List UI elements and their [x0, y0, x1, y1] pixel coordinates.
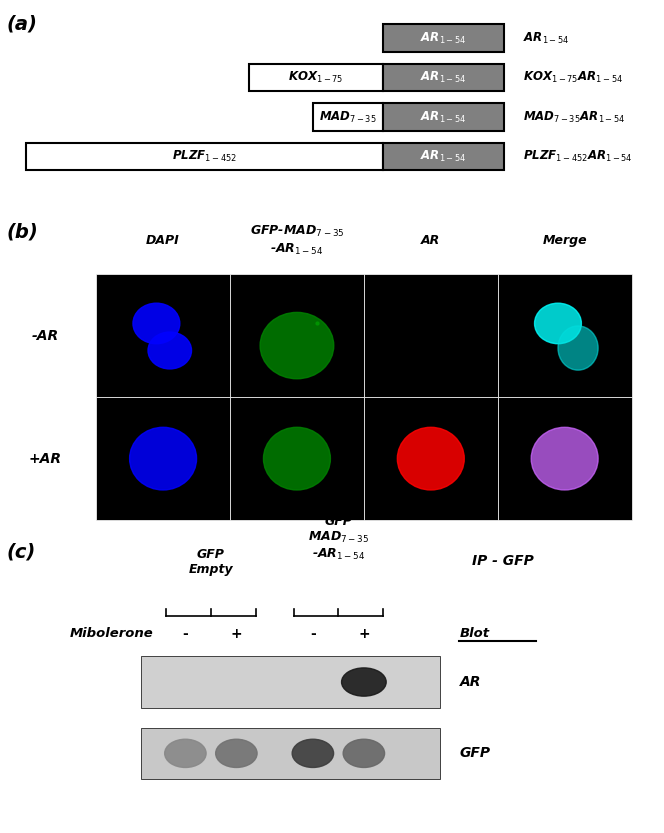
- Text: -: -: [310, 626, 316, 641]
- Bar: [364, 274, 498, 397]
- Bar: [96, 274, 230, 397]
- Text: -: -: [183, 626, 189, 641]
- Text: DAPI: DAPI: [146, 234, 180, 247]
- Bar: [230, 397, 364, 520]
- Text: (b): (b): [7, 222, 39, 241]
- Bar: [313, 103, 383, 131]
- Text: AR$_{1-54}$: AR$_{1-54}$: [420, 31, 467, 46]
- Bar: [230, 274, 364, 397]
- Text: AR$_{1-54}$: AR$_{1-54}$: [523, 31, 570, 46]
- Bar: [383, 142, 504, 170]
- Text: MAD$_{7-35}$AR$_{1-54}$: MAD$_{7-35}$AR$_{1-54}$: [523, 109, 625, 124]
- Text: MAD$_{7-35}$: MAD$_{7-35}$: [319, 109, 376, 124]
- Ellipse shape: [341, 668, 386, 696]
- Bar: [383, 63, 504, 92]
- Ellipse shape: [531, 427, 598, 490]
- Text: GFP: GFP: [459, 746, 491, 761]
- Text: AR: AR: [421, 234, 440, 247]
- Ellipse shape: [133, 303, 180, 344]
- Text: PLZF$_{1-452}$AR$_{1-54}$: PLZF$_{1-452}$AR$_{1-54}$: [523, 149, 633, 164]
- Ellipse shape: [260, 312, 334, 379]
- Ellipse shape: [558, 326, 598, 370]
- Bar: [383, 103, 504, 131]
- Text: IP - GFP: IP - GFP: [472, 554, 534, 568]
- Text: +: +: [358, 626, 370, 641]
- Bar: [141, 728, 440, 779]
- Text: Blot: Blot: [459, 627, 489, 640]
- Text: Merge: Merge: [542, 234, 587, 247]
- Text: GFP
Empty: GFP Empty: [189, 548, 233, 576]
- Text: PLZF$_{1-452}$: PLZF$_{1-452}$: [172, 149, 237, 164]
- Bar: [96, 397, 230, 520]
- Text: -AR: -AR: [32, 329, 58, 342]
- Text: KOX$_{1-75}$AR$_{1-54}$: KOX$_{1-75}$AR$_{1-54}$: [523, 70, 623, 85]
- Ellipse shape: [397, 427, 464, 490]
- Bar: [26, 142, 383, 170]
- Bar: [383, 24, 504, 52]
- Ellipse shape: [535, 303, 582, 344]
- Bar: [249, 63, 383, 92]
- Text: +AR: +AR: [29, 451, 62, 466]
- Text: GFP-MAD$_{7-35}$
-AR$_{1-54}$: GFP-MAD$_{7-35}$ -AR$_{1-54}$: [250, 224, 344, 257]
- Ellipse shape: [216, 739, 257, 767]
- Text: AR$_{1-54}$: AR$_{1-54}$: [420, 109, 467, 124]
- Ellipse shape: [343, 739, 384, 767]
- Ellipse shape: [264, 427, 331, 490]
- Bar: [141, 656, 440, 708]
- Text: (c): (c): [7, 542, 36, 561]
- Text: Mibolerone: Mibolerone: [70, 627, 153, 640]
- Text: (a): (a): [7, 14, 38, 33]
- Bar: [498, 274, 631, 397]
- Ellipse shape: [165, 739, 206, 767]
- Text: GFP
MAD$_{7-35}$
-AR$_{1-54}$: GFP MAD$_{7-35}$ -AR$_{1-54}$: [307, 515, 369, 562]
- Text: AR$_{1-54}$: AR$_{1-54}$: [420, 149, 467, 164]
- Text: AR: AR: [459, 675, 481, 689]
- Ellipse shape: [292, 739, 333, 767]
- Ellipse shape: [148, 332, 191, 369]
- Bar: [364, 397, 498, 520]
- Bar: [498, 397, 631, 520]
- Text: KOX$_{1-75}$: KOX$_{1-75}$: [288, 70, 344, 85]
- Text: +: +: [230, 626, 242, 641]
- Ellipse shape: [129, 427, 197, 490]
- Text: AR$_{1-54}$: AR$_{1-54}$: [420, 70, 467, 85]
